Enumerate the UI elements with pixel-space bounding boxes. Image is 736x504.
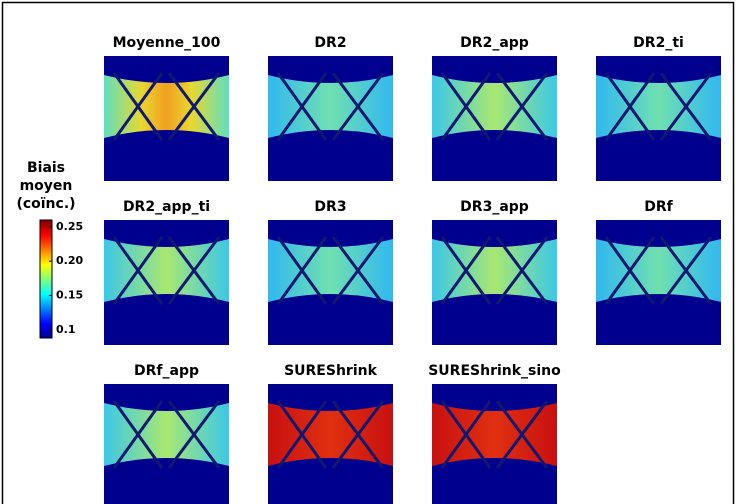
panel-title: DR2	[314, 35, 346, 51]
image-band	[432, 239, 557, 302]
image-stripe	[495, 236, 549, 305]
image-stripe	[331, 400, 385, 469]
image-stripe	[167, 400, 221, 469]
panel: SUREShrink_sino	[428, 363, 561, 504]
image-band	[104, 239, 229, 302]
image-band	[596, 239, 721, 302]
panel-title: DR2_app_ti	[123, 199, 210, 215]
panel-title: DR2_app	[460, 35, 529, 51]
image-band	[268, 75, 393, 138]
colorbar-label: moyen	[20, 178, 73, 194]
colorbar-scale	[39, 219, 53, 339]
panel: DR2_app_ti	[104, 199, 229, 345]
image-stripe	[112, 236, 164, 305]
colorbar-tick-label: 0.20	[56, 254, 83, 267]
panel-title: Moyenne_100	[113, 35, 221, 51]
colorbar-label: (coïnc.)	[16, 196, 75, 212]
panel-title: DR3	[314, 199, 346, 215]
image-stripe	[276, 72, 328, 141]
image-band	[432, 75, 557, 138]
image-stripe	[659, 72, 713, 141]
panel-title: DR3_app	[460, 199, 529, 215]
panel-title: DR2_ti	[633, 35, 684, 51]
panel-title: DRf_app	[134, 363, 199, 379]
image-stripe	[112, 72, 164, 141]
image-stripe	[440, 400, 492, 469]
image-stripe	[440, 72, 492, 141]
image-stripe	[331, 72, 385, 141]
panel: DR2	[268, 35, 393, 181]
panel: DR3	[268, 199, 393, 345]
panel-title: SUREShrink_sino	[428, 363, 561, 379]
image-stripe	[167, 236, 221, 305]
image-stripe	[276, 236, 328, 305]
panels: Moyenne_100 DR2 DR2_app DR2_ti DR2_app_ti DR3…	[104, 35, 721, 504]
image-stripe	[495, 72, 549, 141]
colorbar-tick-label: 0.25	[56, 220, 83, 233]
colorbar-label: Biais	[27, 160, 65, 176]
panel: DRf	[596, 199, 721, 345]
image-stripe	[440, 236, 492, 305]
image-stripe	[495, 400, 549, 469]
image-band	[104, 403, 229, 466]
image-stripe	[112, 400, 164, 469]
panel: SUREShrink	[268, 363, 393, 504]
colorbar: Biais moyen (coïnc.) 0.25 0.20 0.15 0.1	[16, 160, 83, 339]
colorbar-tick-label: 0.1	[56, 323, 76, 336]
panel: DR2_ti	[596, 35, 721, 181]
image-stripe	[331, 236, 385, 305]
image-stripe	[167, 72, 221, 141]
panel-title: DRf	[644, 199, 673, 215]
image-band	[432, 403, 557, 466]
panel: DR3_app	[432, 199, 557, 345]
image-stripe	[604, 236, 656, 305]
image-band	[596, 75, 721, 138]
image-band	[268, 403, 393, 466]
panel: DR2_app	[432, 35, 557, 181]
image-band	[104, 75, 229, 138]
panel: Moyenne_100	[104, 35, 229, 181]
panel: DRf_app	[104, 363, 229, 504]
panel-title: SUREShrink	[284, 363, 378, 379]
colorbar-tick-label: 0.15	[56, 288, 83, 301]
image-stripe	[276, 400, 328, 469]
image-stripe	[659, 236, 713, 305]
image-band	[268, 239, 393, 302]
image-stripe	[604, 72, 656, 141]
